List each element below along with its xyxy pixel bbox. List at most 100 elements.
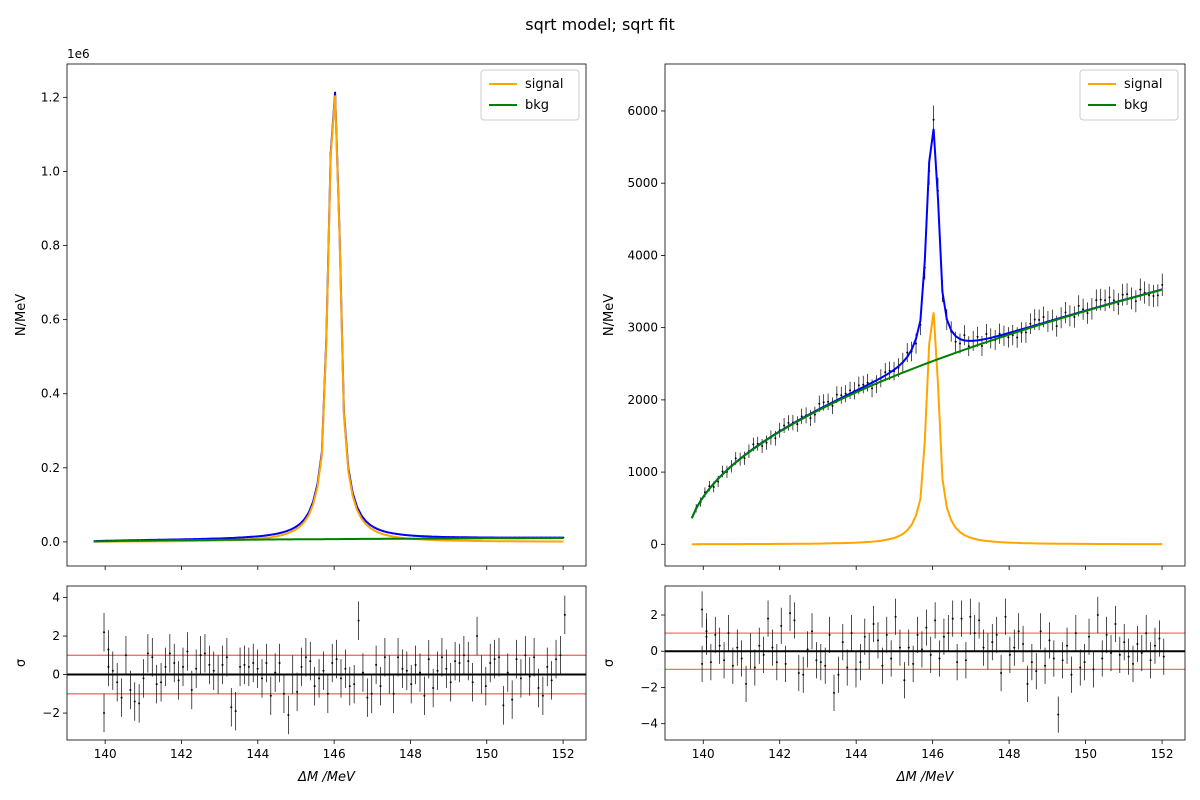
pull-point [173,662,176,664]
pull-point [850,632,853,635]
pull-point [758,644,761,647]
pull-point [723,659,726,662]
pull-point [833,691,835,694]
x-axis-label: ΔM /MeV [297,770,356,785]
pull-point [366,696,369,699]
pull-point [401,667,404,670]
y-tick-label: 3000 [627,321,658,335]
x-tick-label: 142 [170,747,193,761]
pull-point [1158,637,1161,640]
axes-frame [664,585,1186,741]
pull-point [903,679,906,682]
pull-point [978,619,981,622]
pull-point [304,656,307,659]
pull-point [361,671,364,674]
pull-point [1114,623,1117,626]
pull-point [138,702,141,705]
y-tick-label: 0.6 [41,313,60,327]
pull-point [894,615,897,618]
y-tick-label: 0 [52,668,60,682]
pull-point [458,662,461,664]
pull-point [938,657,941,660]
pull-point [876,639,879,642]
x-tick-label: 148 [399,747,422,761]
pull-point [749,650,752,653]
legend: signal bkg [1079,69,1179,121]
pull-point [467,660,470,663]
chart-left-pull: −2 0 2 4 140 142 144 146 148 150 152 σ ΔM /MeV [14,585,587,785]
data-point [774,437,777,440]
data-point [1011,334,1014,337]
pull-point [1004,615,1007,618]
data-point [862,383,865,386]
pull-point [432,687,435,690]
pull-point [335,658,338,661]
data-point [1007,336,1010,339]
data-point [1139,288,1142,291]
y-axis-label: σ [602,659,617,667]
pull-point [907,646,910,649]
x-tick-label: 150 [475,747,498,761]
pull-point [164,665,167,668]
pull-point [195,667,198,670]
pull-point [925,626,928,629]
pull-point [1044,664,1047,667]
pull-point [392,692,395,695]
data-point [712,485,715,488]
data-point [1020,331,1023,334]
x-tick-label: 152 [1151,747,1174,761]
pull-point [511,698,514,701]
pull-point [190,688,193,691]
pull-point [502,704,505,707]
data-point [840,394,843,397]
pull-point [269,694,272,697]
pull-point [410,683,413,686]
data-point [1156,294,1159,297]
pull-point [1022,642,1025,645]
pull-point [550,679,553,682]
pull-point [1026,682,1029,685]
pull-point [300,665,303,668]
data-point [1134,300,1137,303]
data-point [1016,336,1019,339]
y-axis-label: σ [14,659,29,667]
plot-area [690,105,1164,546]
data-point [1126,293,1129,296]
pull-point [313,685,316,688]
data-point [1033,318,1036,321]
pull-point [318,677,321,680]
pull-point [815,659,818,662]
pull-point [1083,661,1086,664]
pull-point [405,669,408,672]
pull-point [234,710,237,713]
pull-point [383,656,386,659]
pull-point [243,663,246,666]
data-point [915,342,918,345]
pull-point [278,662,281,664]
axes-frame [66,63,587,567]
pull-point [427,658,430,661]
pull-point [837,673,840,676]
pull-point [533,656,536,659]
pull-point [348,685,351,688]
pull-point [151,656,154,659]
plot-area [665,591,1185,733]
x-tick-label: 152 [552,747,575,761]
data-point [1099,298,1102,301]
pull-point [1048,639,1051,642]
data-point [1152,294,1155,297]
x-tick-label: 140 [692,747,715,761]
pull-point [1140,652,1143,655]
pull-point [753,666,756,669]
pull-point [1088,635,1091,638]
signal-line [93,95,564,543]
data-point [1117,302,1120,305]
pull-point [859,661,862,664]
x-tick-label: 140 [94,747,117,761]
pull-point [217,673,220,676]
pull-point [370,692,373,695]
data-point [1029,322,1032,325]
pull-point [745,682,748,685]
pull-point [116,681,119,684]
x-tick-label: 144 [246,747,269,761]
